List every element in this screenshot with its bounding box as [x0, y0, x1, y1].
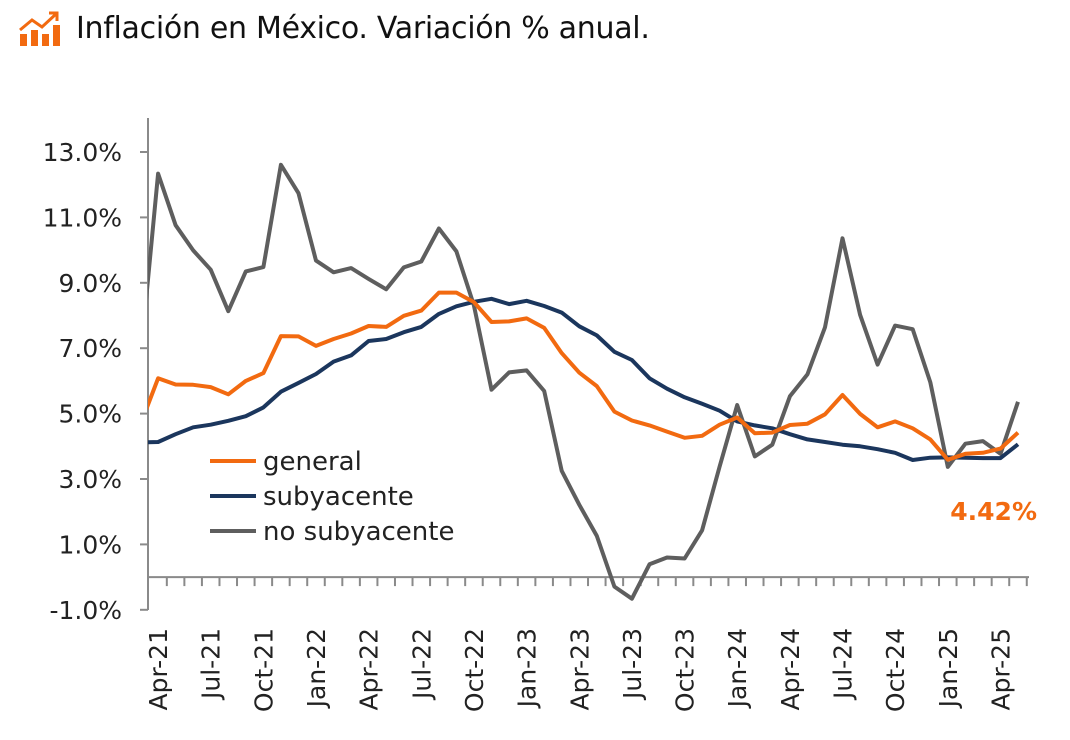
- legend-label: no subyacente: [263, 517, 454, 547]
- x-tick-label: Apr-23: [565, 628, 594, 710]
- x-tick-label: Jul-21: [197, 628, 226, 701]
- series-line-subyacente: [148, 296, 1020, 462]
- x-tick-label: Jan-25: [934, 628, 963, 709]
- chart-header: Inflación en México. Variación % anual.: [18, 6, 650, 50]
- y-tick-label: -1.0%: [49, 596, 122, 625]
- x-tick-label: Apr-22: [355, 628, 384, 710]
- x-tick-label: Jul-22: [407, 628, 436, 701]
- y-tick-label: 7.0%: [58, 334, 122, 363]
- x-tick-label: Jan-24: [723, 628, 752, 709]
- x-tick-label: Jan-22: [302, 628, 331, 709]
- y-tick-label: 3.0%: [58, 465, 122, 494]
- legend-label: subyacente: [263, 482, 414, 512]
- x-tick-label: Apr-25: [986, 628, 1015, 710]
- y-tick-label: 9.0%: [58, 269, 122, 298]
- y-tick-label: 13.0%: [43, 138, 122, 167]
- x-tick-label: Jan-23: [513, 628, 542, 709]
- x-tick-label: Oct-22: [460, 628, 489, 712]
- series-line-general: [148, 290, 1020, 462]
- x-tick-label: Oct-21: [249, 628, 278, 712]
- x-tick-label: Apr-24: [776, 628, 805, 710]
- y-tick-label: 5.0%: [58, 400, 122, 429]
- y-tick-label: 1.0%: [58, 530, 122, 559]
- chart-title: Inflación en México. Variación % anual.: [76, 10, 650, 46]
- series-line-no-subyacente: [148, 162, 1020, 601]
- bar-chart-trend-icon: [19, 11, 60, 46]
- last-value-annotation: 4.42%: [950, 497, 1037, 526]
- legend-label: general: [263, 447, 362, 477]
- legend: general subyacente no subyacente: [210, 447, 454, 547]
- x-tick-label: Oct-24: [881, 628, 910, 712]
- x-tick-label: Apr-21: [144, 628, 173, 710]
- x-tick-label: Jul-23: [618, 628, 647, 701]
- x-tick-label: Oct-23: [671, 628, 700, 712]
- y-tick-label: 11.0%: [43, 203, 122, 232]
- x-tick-label: Jul-24: [829, 628, 858, 701]
